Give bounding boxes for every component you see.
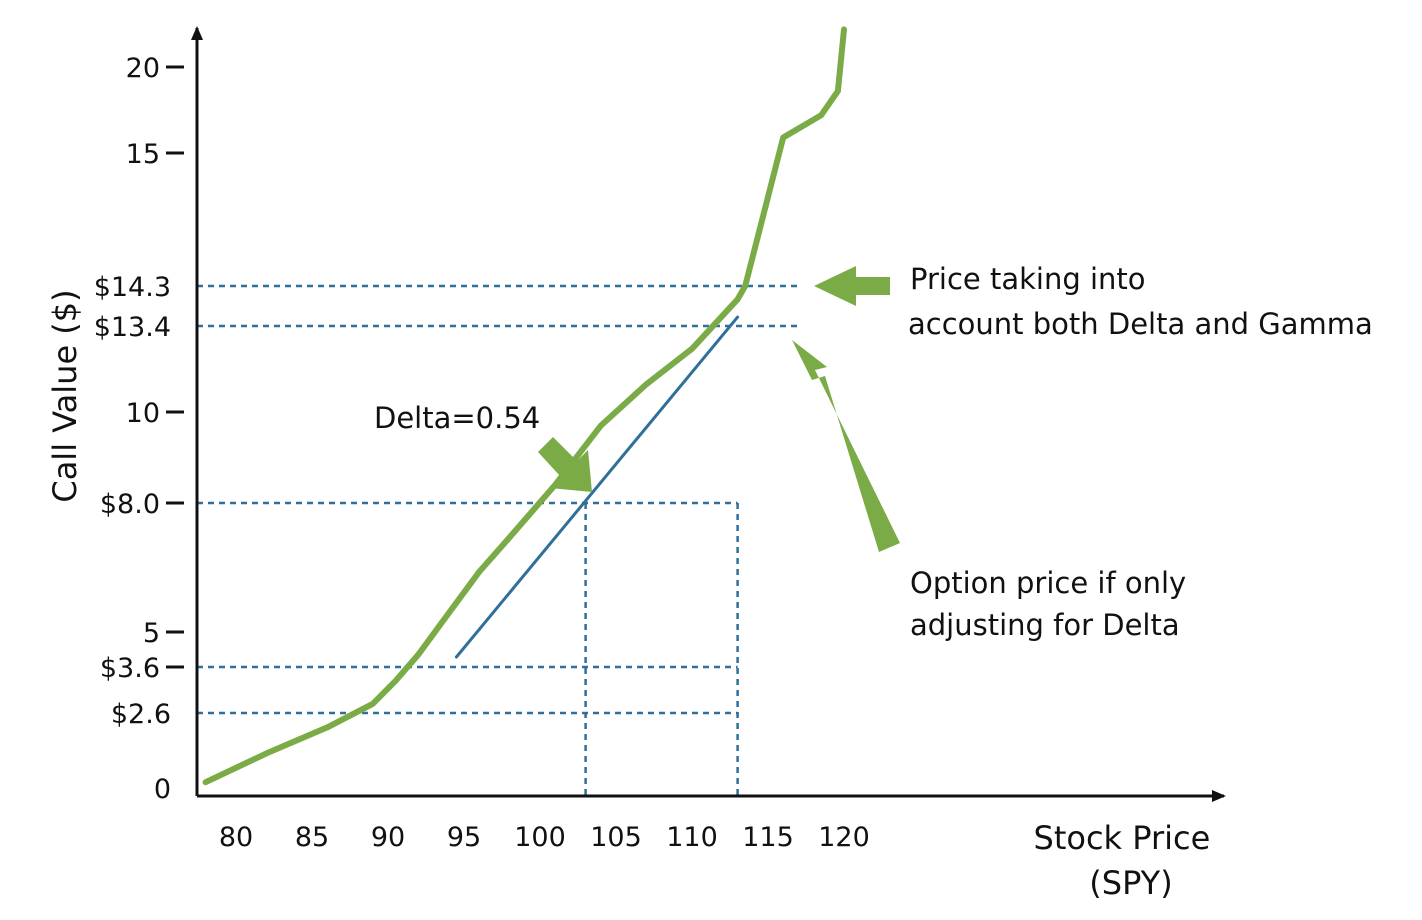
gamma-annotation: Price taking into account both Delta and… bbox=[908, 262, 1373, 341]
x-tick-label: 95 bbox=[447, 822, 481, 853]
x-axis-title: Stock Price (SPY) bbox=[1034, 819, 1221, 902]
delta-only-arrow-icon bbox=[792, 340, 900, 552]
x-tick-label: 115 bbox=[742, 822, 794, 853]
y-tick-label: 10 bbox=[126, 398, 160, 429]
x-tick-label: 100 bbox=[514, 822, 566, 853]
x-tick-label: 90 bbox=[371, 822, 405, 853]
gamma-annotation-line-1: Price taking into bbox=[910, 262, 1146, 296]
x-tick-label: 110 bbox=[666, 822, 718, 853]
y-tick-label: $8.0 bbox=[100, 489, 160, 520]
arrows bbox=[538, 266, 900, 552]
x-axis-title-line-2: (SPY) bbox=[1089, 864, 1172, 902]
x-tick-label: 80 bbox=[219, 822, 253, 853]
gamma-arrow-icon bbox=[814, 266, 890, 306]
y-tick-labels: 0 $2.6 $3.6 5 $8.0 10 $13.4 $14.3 15 20 bbox=[94, 53, 171, 805]
delta-only-annotation: Option price if only adjusting for Delta bbox=[910, 566, 1195, 642]
y-tick-label: 0 bbox=[154, 774, 171, 805]
y-axis-title: Call Value ($) bbox=[46, 289, 84, 502]
delta-only-annotation-line-2: adjusting for Delta bbox=[910, 608, 1180, 642]
y-tick-marks bbox=[166, 65, 184, 669]
delta-tangent-line bbox=[454, 315, 740, 659]
x-axis-title-line-1: Stock Price bbox=[1034, 819, 1211, 857]
x-tick-labels: 80 85 90 95 100 105 110 115 120 bbox=[219, 822, 870, 853]
y-tick-label: $2.6 bbox=[111, 699, 171, 730]
y-tick-label: 20 bbox=[126, 53, 160, 84]
y-tick-label: $3.6 bbox=[100, 653, 160, 684]
delta-annotation: Delta=0.54 bbox=[374, 401, 540, 435]
y-tick-label: 5 bbox=[143, 618, 160, 649]
gamma-annotation-line-2: account both Delta and Gamma bbox=[908, 307, 1373, 341]
x-tick-label: 85 bbox=[295, 822, 329, 853]
x-tick-label: 120 bbox=[818, 822, 870, 853]
reference-lines bbox=[197, 284, 800, 796]
x-tick-label: 105 bbox=[590, 822, 642, 853]
y-tick-label: $13.4 bbox=[94, 312, 171, 343]
y-tick-label: $14.3 bbox=[94, 272, 171, 303]
y-tick-label: 15 bbox=[126, 139, 160, 170]
delta-only-annotation-line-1: Option price if only bbox=[910, 566, 1186, 600]
delta-arrow-icon bbox=[538, 437, 592, 492]
